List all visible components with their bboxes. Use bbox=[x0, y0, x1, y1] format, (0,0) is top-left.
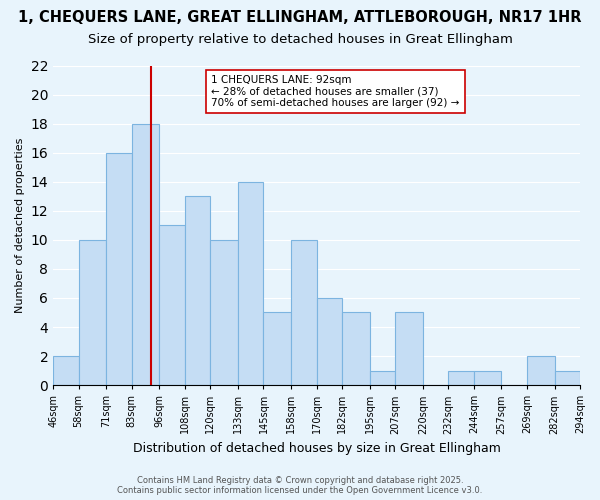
Bar bbox=[527, 356, 554, 385]
Text: 1, CHEQUERS LANE, GREAT ELLINGHAM, ATTLEBOROUGH, NR17 1HR: 1, CHEQUERS LANE, GREAT ELLINGHAM, ATTLE… bbox=[18, 10, 582, 25]
Bar bbox=[211, 240, 238, 385]
Bar bbox=[342, 312, 370, 385]
Bar bbox=[395, 312, 423, 385]
X-axis label: Distribution of detached houses by size in Great Ellingham: Distribution of detached houses by size … bbox=[133, 442, 500, 455]
Bar bbox=[53, 356, 79, 385]
Bar bbox=[79, 240, 106, 385]
Bar bbox=[132, 124, 160, 385]
Bar bbox=[291, 240, 317, 385]
Bar bbox=[106, 152, 132, 385]
Bar bbox=[238, 182, 263, 385]
Bar bbox=[185, 196, 211, 385]
Bar bbox=[554, 370, 580, 385]
Bar bbox=[474, 370, 502, 385]
Y-axis label: Number of detached properties: Number of detached properties bbox=[15, 138, 25, 313]
Text: Size of property relative to detached houses in Great Ellingham: Size of property relative to detached ho… bbox=[88, 32, 512, 46]
Bar bbox=[448, 370, 474, 385]
Bar bbox=[317, 298, 342, 385]
Bar bbox=[370, 370, 395, 385]
Bar bbox=[160, 226, 185, 385]
Text: 1 CHEQUERS LANE: 92sqm
← 28% of detached houses are smaller (37)
70% of semi-det: 1 CHEQUERS LANE: 92sqm ← 28% of detached… bbox=[211, 75, 460, 108]
Bar bbox=[263, 312, 291, 385]
Text: Contains HM Land Registry data © Crown copyright and database right 2025.
Contai: Contains HM Land Registry data © Crown c… bbox=[118, 476, 482, 495]
